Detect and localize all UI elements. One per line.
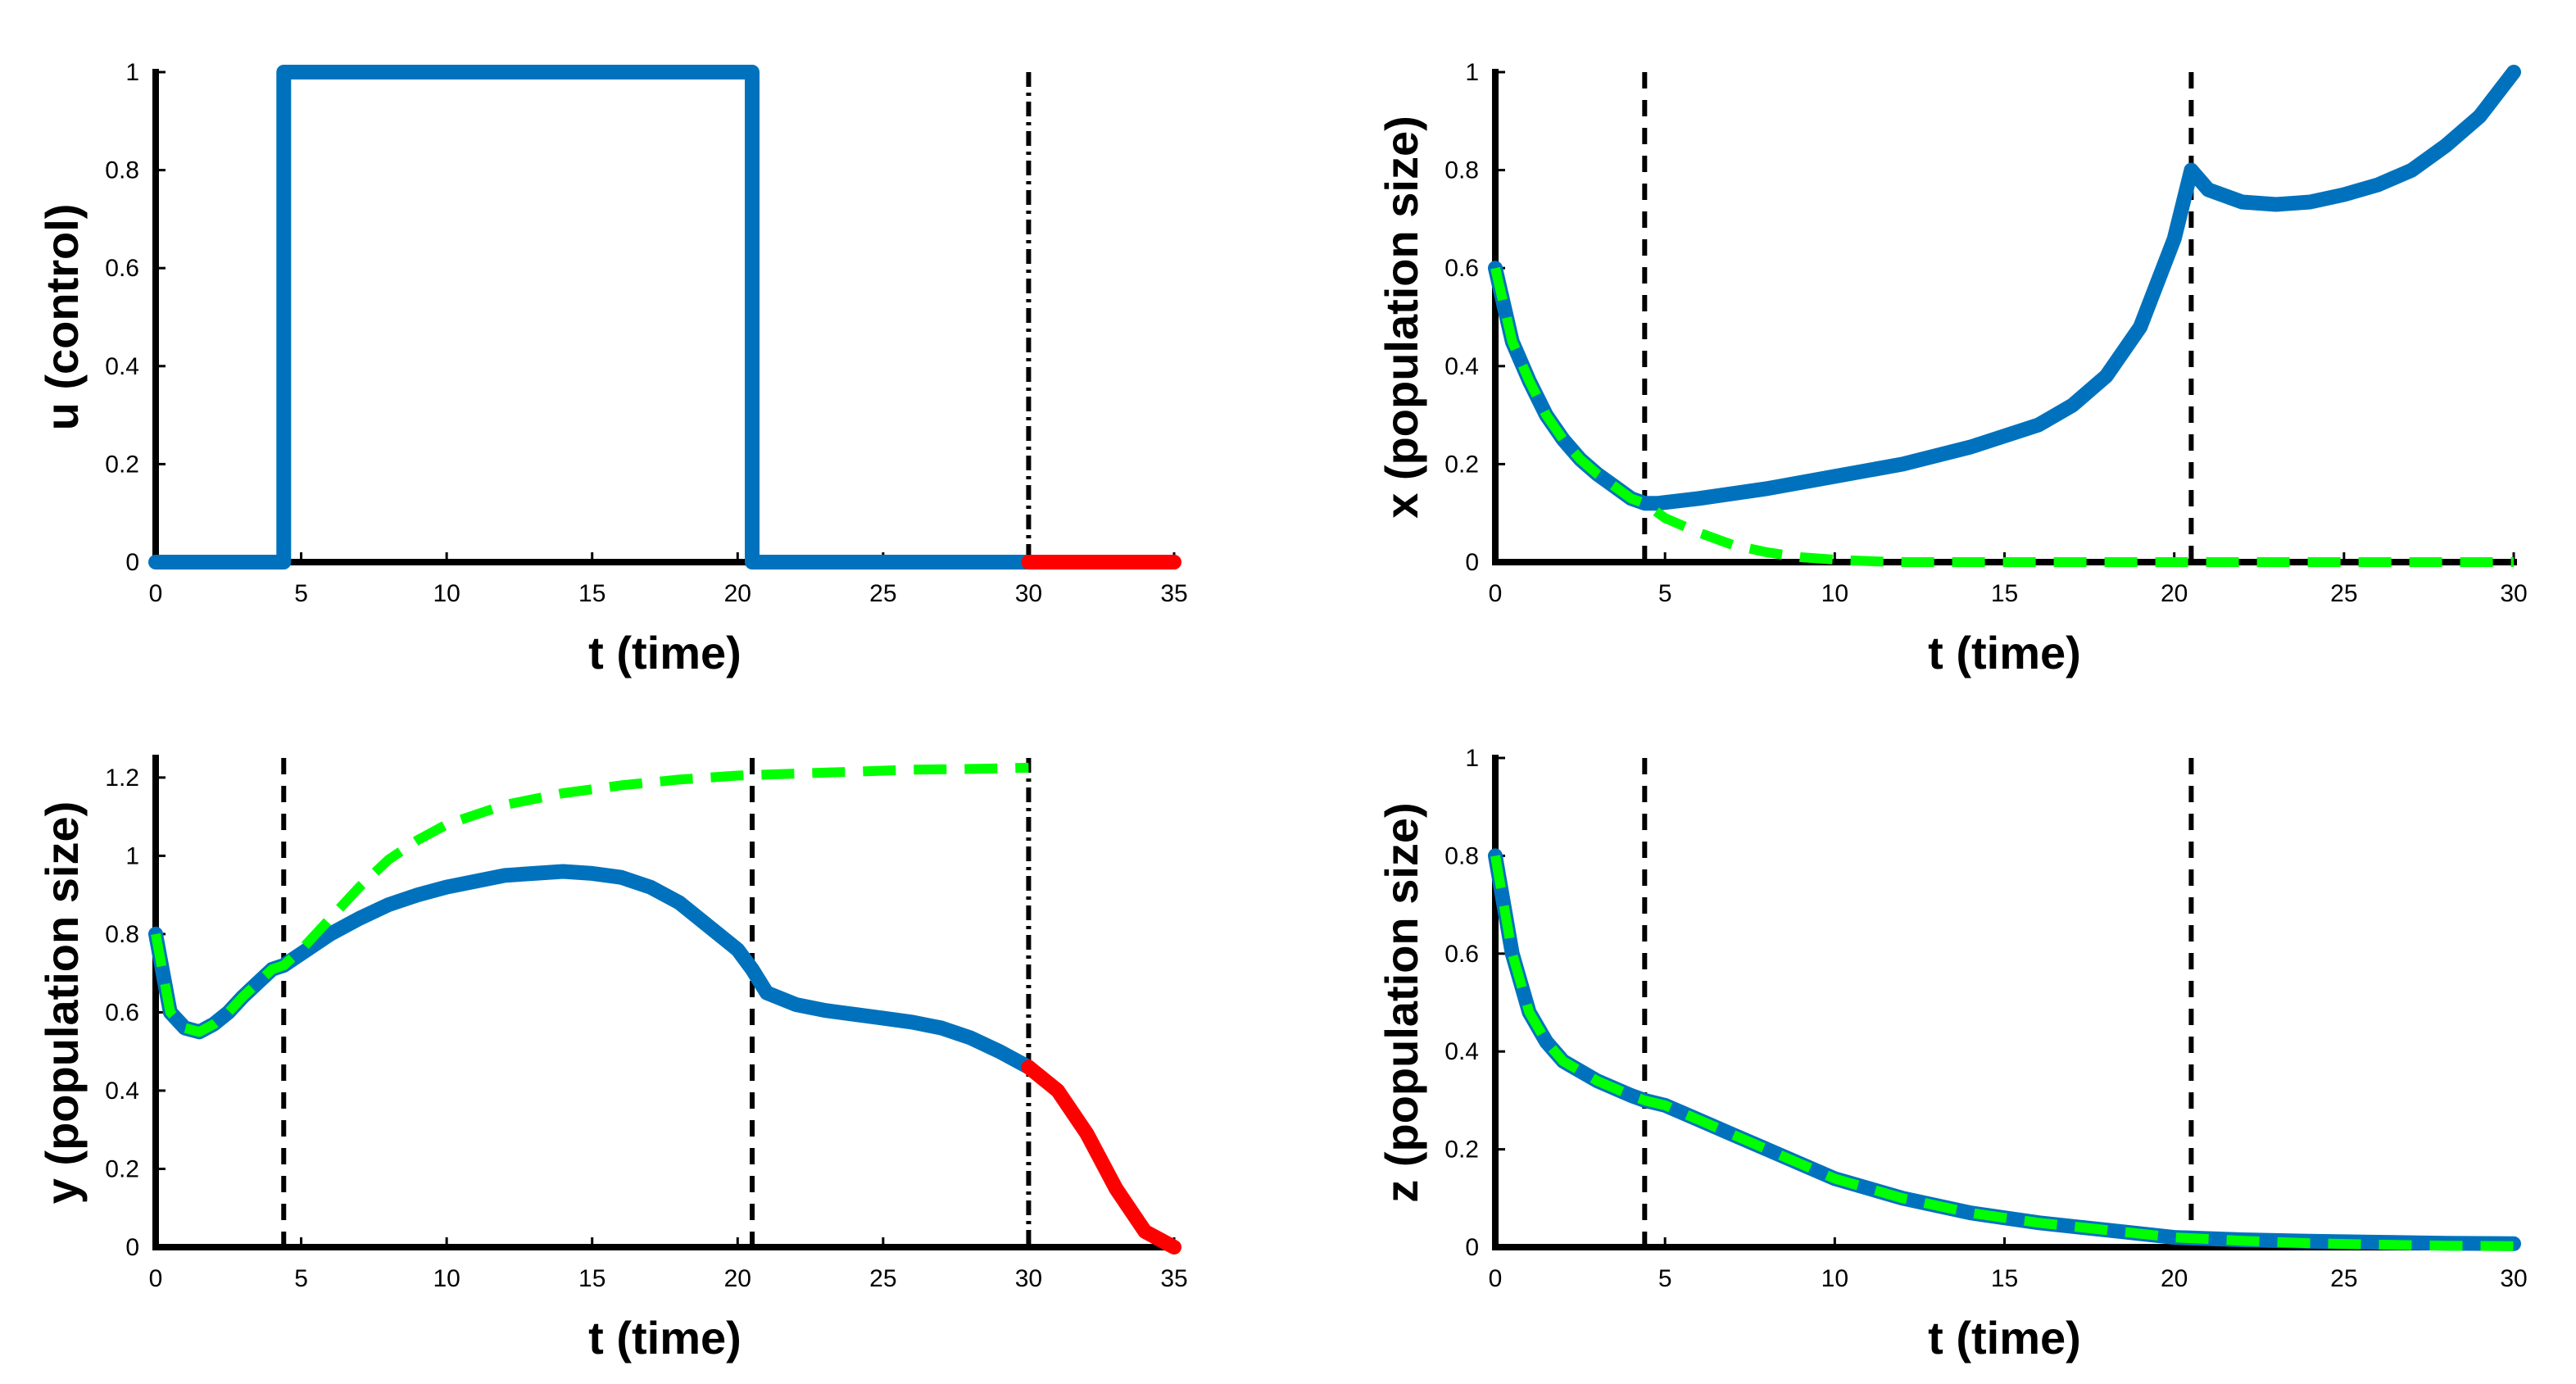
chart-y-y-tick-label-2: 0.4: [105, 1078, 139, 1105]
chart-z-y-tick-label-2: 0.4: [1444, 1038, 1479, 1065]
chart-u-x-tick-label-25: 25: [869, 580, 896, 607]
chart-y: 0 5 10 15 20 25 30 35 0 0.2 0.4 0.6 0.8 1 1.2 t (time) y…: [36, 755, 1188, 1364]
chart-z-y-tick-label-5: 1: [1465, 745, 1479, 772]
chart-z-y-tick-label-4: 0.8: [1444, 842, 1479, 869]
chart-z-y-tick-label-1: 0.2: [1444, 1137, 1479, 1164]
chart-y-x-tick-label-25: 25: [869, 1265, 896, 1292]
chart-y-x-tick-label-30: 30: [1015, 1265, 1042, 1292]
chart-z-x-tick-label-5: 5: [1658, 1265, 1672, 1292]
chart-z-series-z-uncontrolled: [1490, 855, 2515, 1251]
chart-u-series-u-control: [148, 65, 1036, 569]
chart-u-x-tick-label-20: 20: [724, 580, 751, 607]
chart-u-x-tick-label-0: 0: [149, 580, 163, 607]
chart-x-series-x-uncontrolled: [1490, 266, 2514, 567]
chart-x-x-tick-label-5: 5: [1658, 580, 1672, 607]
chart-y-series-y-uncontrolled: [151, 762, 1029, 1037]
chart-x-x-axis-label: t (time): [1928, 627, 2081, 678]
chart-x-x-tick-label-15: 15: [1991, 580, 2018, 607]
chart-y-x-tick-label-0: 0: [149, 1265, 163, 1292]
chart-u-y-axis-label: u (control): [36, 204, 88, 431]
chart-u-x-tick-label-35: 35: [1160, 580, 1187, 607]
chart-u-x-tick-label-5: 5: [294, 580, 308, 607]
chart-x-y-tick-label-1: 0.2: [1444, 451, 1479, 478]
chart-u-y-tick-label-1: 0.2: [105, 451, 139, 478]
chart-x-y-axis-label: x (population size): [1376, 116, 1427, 519]
chart-x-y-tick-label-5: 1: [1465, 59, 1479, 86]
chart-z-x-tick-label-15: 15: [1991, 1265, 2018, 1292]
chart-u-x-tick-label-15: 15: [578, 580, 605, 607]
chart-x-y-tick-label-0: 0: [1465, 549, 1479, 576]
chart-x-series-x-controlled: [1488, 65, 2521, 511]
chart-z-x-tick-label-0: 0: [1489, 1265, 1503, 1292]
chart-y-x-tick-label-35: 35: [1160, 1265, 1187, 1292]
chart-u-x-tick-label-30: 30: [1015, 580, 1042, 607]
chart-y-series-y-extension: [1021, 1060, 1181, 1255]
chart-y-y-tick-label-3: 0.6: [105, 999, 139, 1026]
chart-x-y-tick-label-4: 0.8: [1444, 157, 1479, 184]
chart-y-x-tick-label-10: 10: [433, 1265, 460, 1292]
chart-x-x-tick-label-25: 25: [2330, 580, 2357, 607]
chart-z-x-tick-label-30: 30: [2500, 1265, 2527, 1292]
chart-u-y-tick-label-2: 0.4: [105, 353, 139, 380]
chart-u-y-tick-label-5: 1: [125, 59, 139, 86]
chart-z: 0 5 10 15 20 25 30 0 0.2 0.4 0.6 0.8 1 t (time) z (pop…: [1376, 745, 2528, 1364]
chart-y-x-tick-label-5: 5: [294, 1265, 308, 1292]
chart-u: 0 5 10 15 20 25 30 35 0 0.2 0.4 0.6 0.8 1 t (time) u (c…: [36, 59, 1188, 678]
chart-x: 0 5 10 15 20 25 30 0 0.2 0.4 0.6 0.8 1 t (time) x (pop…: [1376, 59, 2528, 678]
chart-y-y-tick-label-6: 1.2: [105, 765, 139, 792]
chart-y-x-axis-label: t (time): [588, 1312, 742, 1364]
chart-x-x-tick-label-0: 0: [1489, 580, 1503, 607]
chart-z-x-tick-label-25: 25: [2330, 1265, 2357, 1292]
chart-x-y-tick-label-2: 0.4: [1444, 353, 1479, 380]
chart-y-y-tick-label-5: 1: [125, 842, 139, 869]
chart-u-y-tick-label-4: 0.8: [105, 157, 139, 184]
chart-x-x-tick-label-10: 10: [1821, 580, 1848, 607]
chart-x-x-tick-label-20: 20: [2161, 580, 2188, 607]
chart-z-y-tick-label-0: 0: [1465, 1234, 1479, 1261]
chart-z-x-axis-label: t (time): [1928, 1312, 2081, 1364]
chart-z-y-axis-label: z (population size): [1376, 802, 1427, 1202]
chart-y-y-axis-label: y (population size): [36, 801, 88, 1205]
chart-z-y-tick-label-3: 0.6: [1444, 941, 1479, 968]
chart-x-x-tick-label-30: 30: [2500, 580, 2527, 607]
chart-y-x-tick-label-20: 20: [724, 1265, 751, 1292]
chart-y-y-tick-label-4: 0.8: [105, 921, 139, 948]
chart-u-x-tick-label-10: 10: [433, 580, 460, 607]
chart-u-y-tick-label-3: 0.6: [105, 255, 139, 282]
chart-u-x-axis-label: t (time): [588, 627, 742, 678]
chart-u-y-tick-label-0: 0: [125, 549, 139, 576]
chart-z-x-tick-label-20: 20: [2161, 1265, 2188, 1292]
chart-z-x-tick-label-10: 10: [1821, 1265, 1848, 1292]
chart-y-y-tick-label-0: 0: [125, 1234, 139, 1261]
chart-y-x-tick-label-15: 15: [578, 1265, 605, 1292]
chart-z-series-z-controlled: [1488, 848, 2521, 1251]
chart-y-y-tick-label-1: 0.2: [105, 1155, 139, 1182]
chart-x-y-tick-label-3: 0.6: [1444, 255, 1479, 282]
